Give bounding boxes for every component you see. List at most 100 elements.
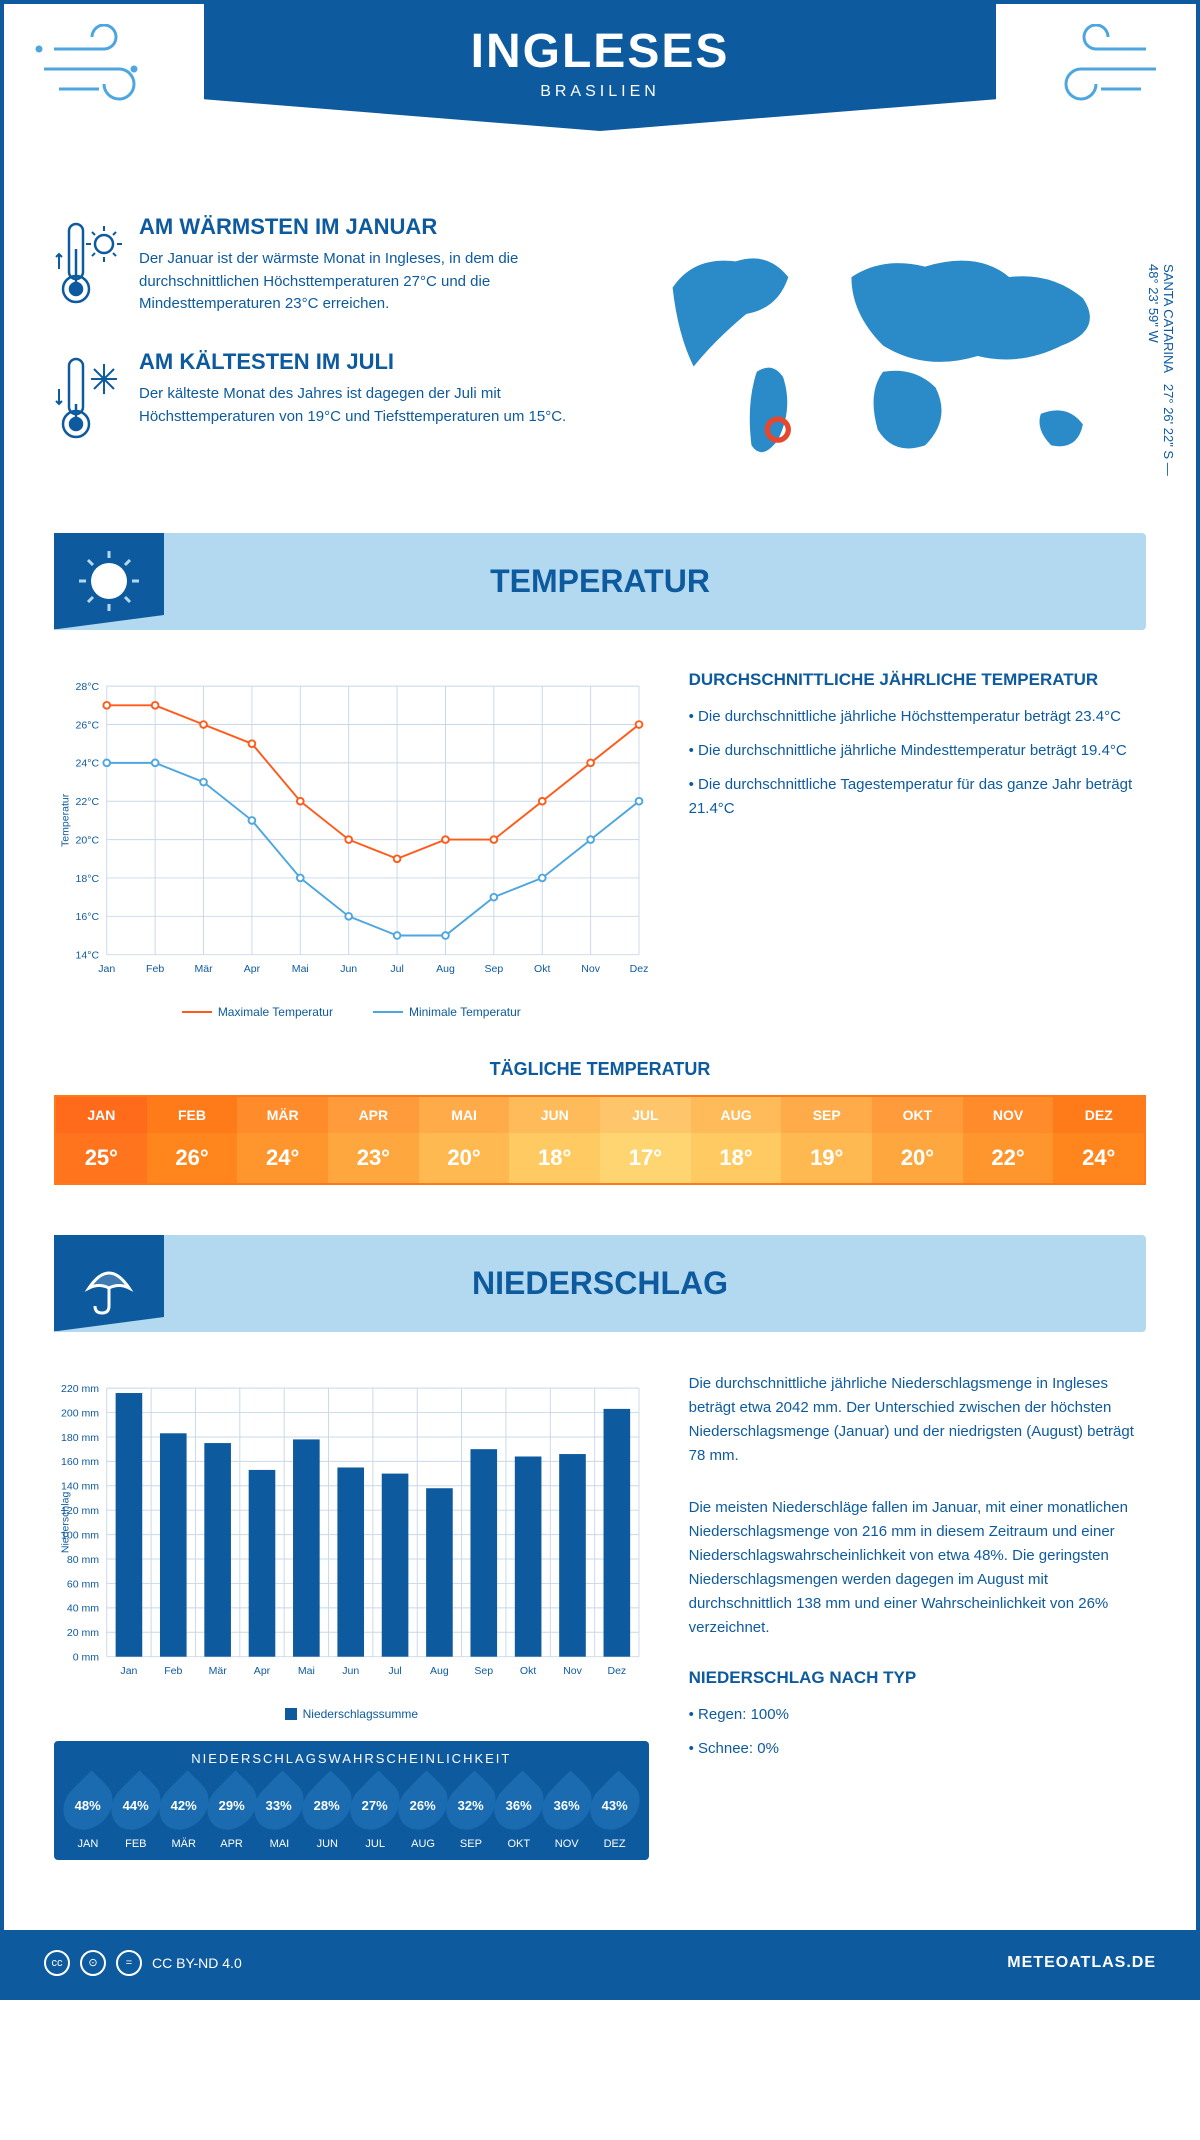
temp-cell: FEB26°: [147, 1097, 238, 1183]
svg-text:Jul: Jul: [390, 962, 403, 974]
svg-text:Feb: Feb: [164, 1664, 182, 1676]
svg-text:Dez: Dez: [607, 1664, 626, 1676]
precip-drop: 36%OKT: [497, 1778, 541, 1850]
daily-temp-table: JAN25°FEB26°MÄR24°APR23°MAI20°JUN18°JUL1…: [54, 1095, 1146, 1185]
svg-text:Mai: Mai: [298, 1664, 315, 1676]
svg-text:Jan: Jan: [98, 962, 115, 974]
svg-text:Niederschlag: Niederschlag: [59, 1491, 71, 1553]
svg-text:140 mm: 140 mm: [61, 1480, 99, 1492]
sun-icon: [54, 533, 164, 630]
footer: cc ⊙ = CC BY-ND 4.0 METEOATLAS.DE: [4, 1930, 1196, 1996]
svg-text:Dez: Dez: [630, 962, 649, 974]
coldest-block: AM KÄLTESTEN IM JULI Der kälteste Monat …: [54, 349, 580, 454]
precip-drop: 33%MAI: [257, 1778, 301, 1850]
temperature-description: DURCHSCHNITTLICHE JÄHRLICHE TEMPERATUR •…: [689, 670, 1146, 1019]
temperature-line-chart: 14°C 16°C 18°C 20°C 22°C 24°C 26°C 28°C Jan Feb Mä…: [54, 670, 649, 1019]
by-icon: ⊙: [80, 1950, 106, 1976]
title-banner: INGLESES BRASILIEN: [204, 4, 996, 131]
svg-text:Okt: Okt: [520, 1664, 536, 1676]
cc-icon: cc: [44, 1950, 70, 1976]
temp-cell: JUL17°: [600, 1097, 691, 1183]
thermometer-cold-icon: [54, 349, 124, 454]
svg-text:180 mm: 180 mm: [61, 1431, 99, 1443]
coldest-title: AM KÄLTESTEN IM JULI: [139, 349, 580, 375]
temp-cell: DEZ24°: [1053, 1097, 1144, 1183]
temp-cell: APR23°: [328, 1097, 419, 1183]
svg-text:0 mm: 0 mm: [73, 1651, 100, 1663]
svg-text:Mai: Mai: [292, 962, 309, 974]
wind-icon: [34, 24, 164, 119]
precip-drop: 32%SEP: [449, 1778, 493, 1850]
svg-text:14°C: 14°C: [76, 949, 100, 961]
svg-text:22°C: 22°C: [76, 796, 100, 808]
svg-text:20°C: 20°C: [76, 834, 100, 846]
temp-cell: AUG18°: [691, 1097, 782, 1183]
precipitation-description: Die durchschnittliche jährliche Niedersc…: [689, 1372, 1146, 1860]
precip-drop: 44%FEB: [114, 1778, 158, 1850]
svg-text:16°C: 16°C: [76, 911, 100, 923]
svg-text:26°C: 26°C: [76, 719, 100, 731]
svg-text:Nov: Nov: [581, 962, 600, 974]
nd-icon: =: [116, 1950, 142, 1976]
site-name: METEOATLAS.DE: [1007, 1954, 1156, 1972]
svg-text:18°C: 18°C: [76, 872, 100, 884]
license-text: CC BY-ND 4.0: [152, 1955, 242, 1971]
svg-text:Sep: Sep: [484, 962, 503, 974]
temp-cell: JUN18°: [509, 1097, 600, 1183]
svg-text:Apr: Apr: [254, 1664, 271, 1676]
precip-drop: 27%JUL: [353, 1778, 397, 1850]
svg-text:40 mm: 40 mm: [67, 1602, 99, 1614]
temp-cell: MAI20°: [419, 1097, 510, 1183]
precip-drop: 43%DEZ: [593, 1778, 637, 1850]
precip-drop: 48%JAN: [66, 1778, 110, 1850]
svg-text:Jan: Jan: [120, 1664, 137, 1676]
warmest-block: AM WÄRMSTEN IM JANUAR Der Januar ist der…: [54, 214, 580, 319]
svg-text:Nov: Nov: [563, 1664, 582, 1676]
umbrella-icon: [54, 1235, 164, 1332]
temp-cell: MÄR24°: [237, 1097, 328, 1183]
page-subtitle: BRASILIEN: [244, 83, 956, 101]
precipitation-section-header: NIEDERSCHLAG: [54, 1235, 1146, 1332]
page-title: INGLESES: [244, 24, 956, 79]
svg-text:Mär: Mär: [209, 1664, 228, 1676]
svg-text:160 mm: 160 mm: [61, 1456, 99, 1468]
temp-cell: JAN25°: [56, 1097, 147, 1183]
warmest-text: Der Januar ist der wärmste Monat in Ingl…: [139, 248, 580, 316]
svg-text:Apr: Apr: [244, 962, 261, 974]
precip-drop: 29%APR: [210, 1778, 254, 1850]
svg-text:24°C: 24°C: [76, 757, 100, 769]
svg-text:60 mm: 60 mm: [67, 1578, 99, 1590]
temp-cell: OKT20°: [872, 1097, 963, 1183]
temp-cell: SEP19°: [781, 1097, 872, 1183]
svg-text:Jun: Jun: [340, 962, 357, 974]
svg-text:Feb: Feb: [146, 962, 164, 974]
precipitation-bar-chart: 0 mm20 mm40 mm60 mm80 mm100 mm120 mm140 …: [54, 1372, 649, 1860]
svg-text:28°C: 28°C: [76, 680, 100, 692]
world-map: SANTA CATARINA 27° 26' 22" S — 48° 23' 5…: [620, 214, 1146, 493]
svg-text:Temperatur: Temperatur: [59, 793, 71, 847]
svg-text:Okt: Okt: [534, 962, 550, 974]
svg-text:Sep: Sep: [474, 1664, 493, 1676]
svg-text:200 mm: 200 mm: [61, 1407, 99, 1419]
precipitation-probability: NIEDERSCHLAGSWAHRSCHEINLICHKEIT 48%JAN44…: [54, 1741, 649, 1860]
warmest-title: AM WÄRMSTEN IM JANUAR: [139, 214, 580, 240]
svg-text:Mär: Mär: [194, 962, 213, 974]
svg-text:Aug: Aug: [430, 1664, 449, 1676]
svg-text:80 mm: 80 mm: [67, 1553, 99, 1565]
svg-text:Jul: Jul: [388, 1664, 401, 1676]
svg-text:Aug: Aug: [436, 962, 455, 974]
wind-icon: [1036, 24, 1166, 119]
precip-drop: 36%NOV: [545, 1778, 589, 1850]
temperature-section-header: TEMPERATUR: [54, 533, 1146, 630]
daily-temp-title: TÄGLICHE TEMPERATUR: [54, 1059, 1146, 1080]
precip-drop: 28%JUN: [305, 1778, 349, 1850]
temp-cell: NOV22°: [963, 1097, 1054, 1183]
coordinates: SANTA CATARINA 27° 26' 22" S — 48° 23' 5…: [1146, 264, 1176, 493]
svg-text:Jun: Jun: [342, 1664, 359, 1676]
svg-text:20 mm: 20 mm: [67, 1627, 99, 1639]
precip-drop: 26%AUG: [401, 1778, 445, 1850]
coldest-text: Der kälteste Monat des Jahres ist dagege…: [139, 383, 580, 428]
svg-text:220 mm: 220 mm: [61, 1382, 99, 1394]
precip-drop: 42%MÄR: [162, 1778, 206, 1850]
header: INGLESES BRASILIEN: [4, 4, 1196, 184]
